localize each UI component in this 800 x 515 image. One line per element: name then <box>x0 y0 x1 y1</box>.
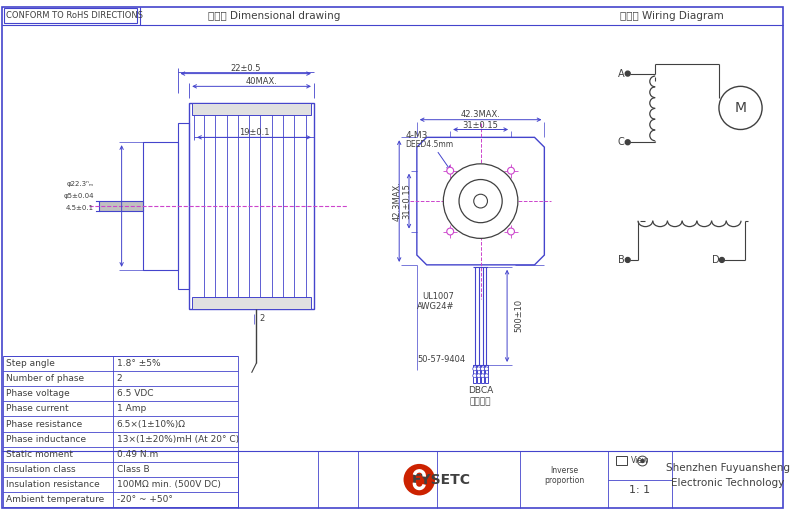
Text: -20° ~ +50°: -20° ~ +50° <box>117 495 173 504</box>
Text: D: D <box>712 255 720 265</box>
Circle shape <box>473 367 477 371</box>
Text: C: C <box>618 138 625 147</box>
Text: 绕线图 Wiring Diagram: 绕线图 Wiring Diagram <box>620 11 724 21</box>
Text: Class B: Class B <box>117 465 150 474</box>
Text: Number of phase: Number of phase <box>6 374 84 383</box>
Text: 31±0.15: 31±0.15 <box>402 183 411 219</box>
Circle shape <box>405 465 434 494</box>
Text: Shenzhen Fuyuansheng: Shenzhen Fuyuansheng <box>666 463 790 473</box>
Bar <box>485 365 488 383</box>
Text: UL1007: UL1007 <box>422 291 454 301</box>
Text: 2: 2 <box>259 314 265 323</box>
Circle shape <box>446 228 454 235</box>
Text: 1.8° ±5%: 1.8° ±5% <box>117 359 160 368</box>
Text: CONFORM TO RoHS DIRECTIONS: CONFORM TO RoHS DIRECTIONS <box>6 11 143 20</box>
Text: 2: 2 <box>117 374 122 383</box>
Text: Static moment: Static moment <box>6 450 73 459</box>
Text: 4.5±0.1: 4.5±0.1 <box>66 205 94 211</box>
Text: AWG24#: AWG24# <box>417 302 454 311</box>
Bar <box>190 103 314 309</box>
Circle shape <box>641 459 644 462</box>
Circle shape <box>481 367 485 371</box>
Circle shape <box>626 258 630 263</box>
Bar <box>178 123 190 289</box>
Text: A: A <box>618 68 625 79</box>
Text: 6.5×(1±10%)Ω: 6.5×(1±10%)Ω <box>117 420 186 428</box>
Text: 0.49 N.m: 0.49 N.m <box>117 450 158 459</box>
Text: Phase current: Phase current <box>6 404 69 414</box>
Bar <box>481 365 484 383</box>
Text: 22±0.5: 22±0.5 <box>230 64 261 73</box>
Circle shape <box>626 140 630 145</box>
Text: φ5±0.04: φ5±0.04 <box>64 193 94 199</box>
Circle shape <box>485 367 489 371</box>
Bar <box>143 142 178 270</box>
Text: 50-57-9404: 50-57-9404 <box>418 355 466 365</box>
Text: 500±10: 500±10 <box>514 299 523 332</box>
Text: 尺寸图 Dimensional drawing: 尺寸图 Dimensional drawing <box>209 11 341 21</box>
Circle shape <box>474 194 487 208</box>
Text: FYSETC: FYSETC <box>411 473 470 487</box>
Text: 40MAX.: 40MAX. <box>246 77 278 86</box>
Circle shape <box>481 374 485 377</box>
Circle shape <box>626 71 630 76</box>
Text: DEED4.5mm: DEED4.5mm <box>405 140 454 149</box>
Bar <box>474 365 476 383</box>
Circle shape <box>446 167 454 174</box>
Text: DBCA: DBCA <box>468 386 494 395</box>
Text: M: M <box>734 101 746 115</box>
Circle shape <box>485 374 489 377</box>
Circle shape <box>459 180 502 222</box>
Text: 4-M3: 4-M3 <box>405 131 427 140</box>
Text: 31±0.15: 31±0.15 <box>462 121 498 130</box>
Text: φ22.3ⁿₘ: φ22.3ⁿₘ <box>67 181 94 187</box>
Bar <box>192 297 311 309</box>
Bar <box>99 201 143 211</box>
Circle shape <box>477 374 481 377</box>
Text: 42.3MAX.: 42.3MAX. <box>393 181 402 221</box>
Text: View: View <box>631 456 649 465</box>
Text: Insulation resistance: Insulation resistance <box>6 480 100 489</box>
Circle shape <box>477 367 481 371</box>
Text: 100MΩ min. (500V DC): 100MΩ min. (500V DC) <box>117 480 221 489</box>
Text: Phase inductance: Phase inductance <box>6 435 86 443</box>
Circle shape <box>719 87 762 129</box>
Text: Inverse
proportion: Inverse proportion <box>544 466 584 485</box>
Text: Phase voltage: Phase voltage <box>6 389 70 398</box>
Text: Ambient temperature: Ambient temperature <box>6 495 104 504</box>
Bar <box>192 103 311 115</box>
Text: Step angle: Step angle <box>6 359 54 368</box>
Circle shape <box>507 228 514 235</box>
Polygon shape <box>417 138 544 265</box>
Text: 6.5 VDC: 6.5 VDC <box>117 389 154 398</box>
Text: Electronic Technology: Electronic Technology <box>671 477 784 488</box>
Circle shape <box>719 258 724 263</box>
Circle shape <box>473 374 477 377</box>
Text: Insulation class: Insulation class <box>6 465 75 474</box>
Text: B: B <box>618 255 625 265</box>
Text: 42.3MAX.: 42.3MAX. <box>461 110 501 119</box>
Text: 蓝红绿黑: 蓝红绿黑 <box>470 398 491 407</box>
Bar <box>477 365 480 383</box>
Text: Phase resistance: Phase resistance <box>6 420 82 428</box>
Text: 13×(1±20%)mH (At 20° C): 13×(1±20%)mH (At 20° C) <box>117 435 239 443</box>
Circle shape <box>443 164 518 238</box>
Bar <box>616 456 626 465</box>
Circle shape <box>507 167 514 174</box>
Text: 1: 1: 1: 1 <box>630 486 650 495</box>
Text: 1 Amp: 1 Amp <box>117 404 146 414</box>
Bar <box>4 8 138 23</box>
Text: 19±0.1: 19±0.1 <box>238 128 270 137</box>
